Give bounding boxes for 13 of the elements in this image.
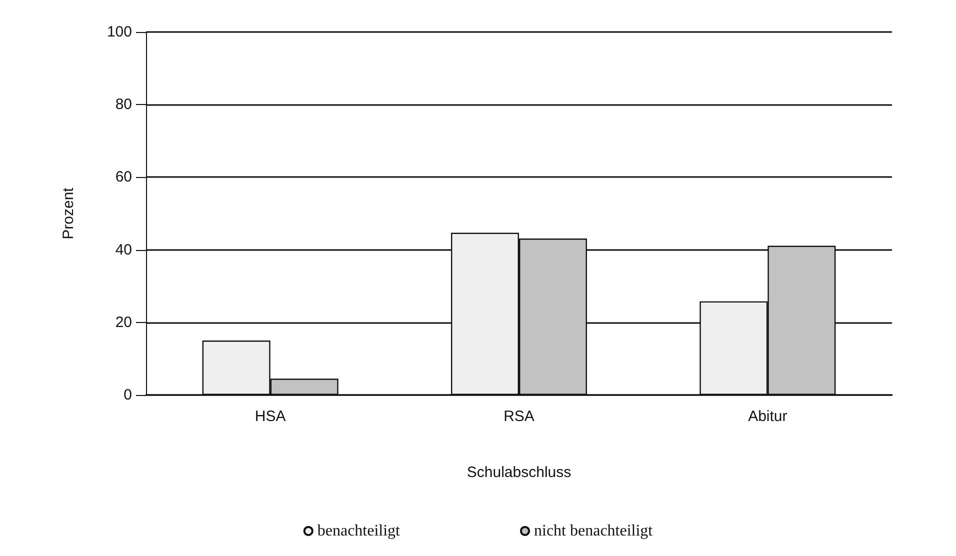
- y-tick-label: 60: [115, 168, 132, 186]
- legend-label: nicht benachteiligt: [534, 522, 654, 540]
- x-axis-title: Schulabschluss: [466, 464, 572, 481]
- y-tick-label: 40: [115, 241, 132, 258]
- x-tick-label: Abitur: [748, 408, 788, 425]
- y-axis-title: Prozent: [60, 186, 77, 240]
- legend-label: benachteiligt: [317, 522, 401, 540]
- y-tick-label: 20: [115, 314, 132, 331]
- x-tick-label: HSA: [254, 408, 286, 425]
- x-tick-label: RSA: [504, 408, 534, 425]
- y-tick-label: 80: [115, 96, 132, 114]
- y-tick-label: 0: [124, 386, 132, 404]
- y-tick-label: 100: [106, 24, 132, 40]
